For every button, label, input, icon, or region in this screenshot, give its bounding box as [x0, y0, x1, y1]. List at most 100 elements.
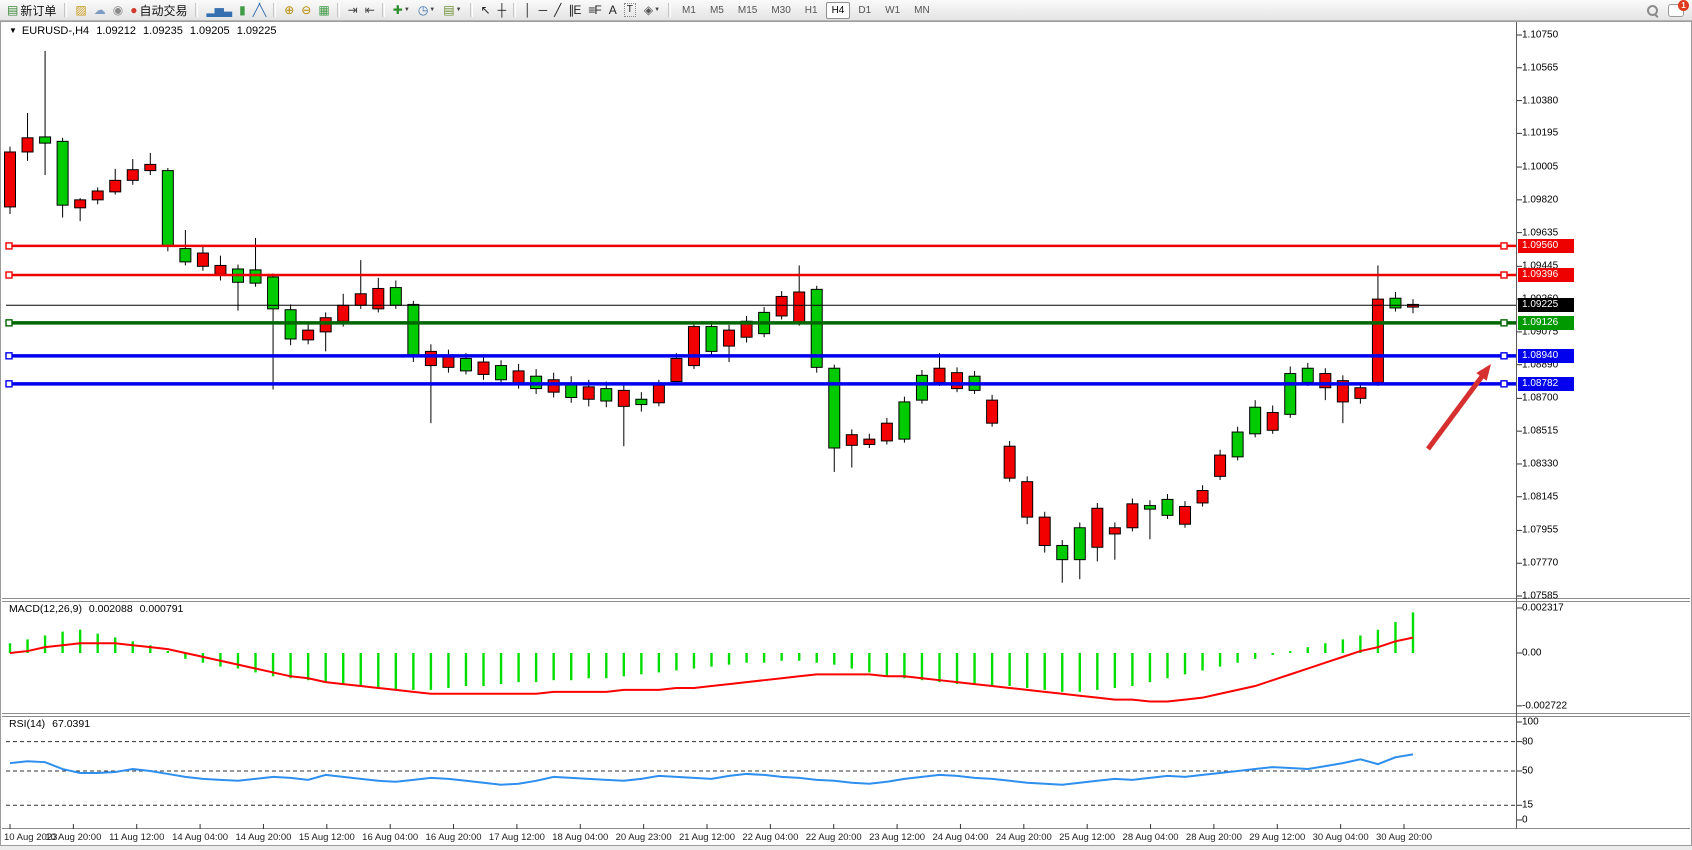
price-axis-label: 1.09820	[1522, 194, 1559, 206]
ohlc-low: 1.09205	[189, 25, 230, 37]
zoom-out-button[interactable]: ⊖	[301, 3, 311, 17]
macd-panel[interactable]	[6, 601, 1516, 713]
time-axis-label: 28 Aug 20:00	[1185, 832, 1242, 843]
toolbar-separator	[381, 3, 385, 17]
toolbar-separator	[273, 3, 277, 17]
macd-axis-label: 0.00	[1522, 647, 1542, 659]
autotrading-button[interactable]: ● 自动交易	[130, 3, 188, 18]
chart-dropdown-icon[interactable]: ▼	[9, 26, 17, 35]
price-axis-label: 1.10195	[1522, 127, 1559, 139]
timeframe-h4[interactable]: H4	[825, 1, 851, 19]
rsi-value: 67.0391	[52, 718, 91, 730]
price-badge: 1.09560	[1518, 238, 1574, 253]
fibonacci-button[interactable]: ≡F	[588, 3, 601, 17]
chat-badge: 1	[1678, 0, 1689, 11]
ohlc-close: 1.09225	[236, 25, 277, 37]
timeframe-h1[interactable]: H1	[804, 4, 818, 16]
timeframe-m5[interactable]: M5	[709, 4, 724, 16]
new-order-button[interactable]: ▤ 新订单	[7, 3, 57, 18]
ohlc-high: 1.09235	[143, 25, 183, 37]
macd-axis-label: 0.002317	[1522, 602, 1564, 614]
price-axis-label: 1.10750	[1522, 29, 1559, 41]
time-axis-label: 14 Aug 04:00	[172, 832, 229, 843]
auto-scroll-button[interactable]: ⇥	[347, 3, 358, 17]
candlestick-chart-icon[interactable]: ▮	[239, 3, 246, 17]
time-axis-label: 17 Aug 12:00	[488, 832, 545, 843]
price-badge: 1.09396	[1518, 267, 1574, 282]
zoom-in-button[interactable]: ⊕	[284, 3, 294, 17]
time-axis-label: 16 Aug 04:00	[362, 832, 419, 843]
timeframe-bar: M1 M5 M15 M30 H1 H4 D1 W1 MN	[675, 0, 937, 20]
toolbar-separator	[336, 3, 340, 17]
price-badge: 1.08940	[1518, 348, 1574, 363]
price-axis-label: 1.09635	[1522, 227, 1559, 239]
time-axis-label: 24 Aug 20:00	[995, 832, 1052, 843]
cloud-charts-icon[interactable]: ☁	[93, 3, 106, 17]
main-chart-panel[interactable]	[6, 22, 1516, 598]
price-axis-label: 1.08515	[1522, 425, 1559, 437]
toolbar-separator	[469, 3, 473, 17]
status-strip	[0, 846, 1692, 850]
crosshair-button[interactable]: ┼	[497, 3, 506, 17]
macd-axis-label: -0.002722	[1522, 700, 1568, 712]
timeframe-w1[interactable]: W1	[885, 4, 901, 16]
time-axis-label: 16 Aug 20:00	[425, 832, 482, 843]
price-axis-label: 1.10005	[1522, 161, 1559, 173]
search-icon[interactable]	[1647, 4, 1659, 18]
timeframe-d1[interactable]: D1	[858, 4, 872, 16]
price-axis-label: 1.07585	[1522, 590, 1559, 602]
chat-icon[interactable]: 1	[1668, 0, 1689, 17]
toolbar-separator	[64, 3, 68, 17]
time-axis-label: 24 Aug 04:00	[932, 832, 989, 843]
tile-windows-button[interactable]: ▦	[318, 3, 329, 17]
macd-name: MACD(12,26,9)	[9, 603, 82, 615]
time-axis-label: 29 Aug 12:00	[1249, 832, 1306, 843]
horizontal-line-button[interactable]: ─	[538, 3, 547, 17]
template-button[interactable]: ▤ ▼	[443, 3, 462, 17]
channel-button[interactable]: ∥E	[568, 3, 581, 17]
text-button[interactable]: A	[608, 3, 617, 17]
toolbar-separator	[195, 3, 199, 17]
price-axis-label: 1.07770	[1522, 557, 1559, 569]
price-axis-label: 1.10380	[1522, 95, 1559, 107]
arrows-button[interactable]: ◈ ▼	[643, 3, 661, 17]
time-axis-label: 18 Aug 04:00	[552, 832, 609, 843]
trendline-button[interactable]: ╱	[554, 3, 561, 17]
period-button[interactable]: ◷ ▼	[417, 3, 436, 17]
price-axis-label: 1.08890	[1522, 359, 1559, 371]
vertical-line-button[interactable]: │	[524, 3, 531, 17]
rsi-panel[interactable]	[6, 716, 1516, 828]
toolbar: ▤ 新订单 ▨ ☁ ◉ ● 自动交易 ▂▅▃ ▮ ╱╲ ⊕ ⊖ ▦ ⇥ ⇤ ✚ ▼ ◷ ▼ ▤ ▼ ↖ ┼ │ ─ ╱ ∥E ≡F A T…	[0, 0, 1692, 21]
time-axis-label: 30 Aug 04:00	[1312, 832, 1369, 843]
bar-chart-icon[interactable]: ▂▅▃	[206, 3, 232, 17]
time-axis-label: 25 Aug 12:00	[1059, 832, 1116, 843]
timeframe-m30[interactable]: M30	[771, 4, 791, 16]
rsi-axis-label: 80	[1522, 736, 1534, 748]
time-axis-label: 28 Aug 04:00	[1122, 832, 1179, 843]
toolbar-separator	[513, 3, 517, 17]
rsi-label: RSI(14) 67.0391	[9, 718, 94, 730]
chart-title: ▼ EURUSD-,H4 1.09212 1.09235 1.09205 1.09…	[9, 25, 280, 37]
chart-shift-button[interactable]: ⇤	[364, 3, 375, 17]
rsi-axis-label: 0	[1522, 814, 1528, 826]
price-axis-label: 1.10565	[1522, 62, 1559, 74]
price-axis-label: 1.07955	[1522, 524, 1559, 536]
time-axis-label: 11 Aug 12:00	[109, 832, 165, 843]
timeframe-m1[interactable]: M1	[682, 4, 696, 16]
timeframe-mn[interactable]: MN	[914, 4, 930, 16]
ohlc-open: 1.09212	[96, 25, 136, 37]
add-indicator-button[interactable]: ✚ ▼	[392, 3, 410, 17]
macd-signal-value: 0.000791	[139, 603, 184, 615]
price-badge: 1.09225	[1518, 298, 1574, 313]
signals-icon[interactable]: ◉	[112, 3, 124, 17]
timeframe-m15[interactable]: M15	[737, 4, 758, 16]
price-badge: 1.09126	[1518, 315, 1574, 330]
price-badge: 1.08782	[1518, 376, 1574, 391]
profiles-icon[interactable]: ▨	[75, 3, 86, 17]
text-label-button[interactable]: T	[621, 1, 639, 19]
toolbar-buttons: ▤ 新订单 ▨ ☁ ◉ ● 自动交易 ▂▅▃ ▮ ╱╲ ⊕ ⊖ ▦ ⇥ ⇤ ✚ ▼ ◷ ▼ ▤ ▼ ↖ ┼ │ ─ ╱ ∥E ≡F A T…	[3, 0, 675, 20]
cursor-button[interactable]: ↖	[480, 3, 491, 17]
time-axis-label: 30 Aug 20:00	[1376, 832, 1432, 843]
macd-label: MACD(12,26,9) 0.002088 0.000791	[9, 603, 187, 615]
line-chart-icon[interactable]: ╱╲	[252, 3, 266, 17]
